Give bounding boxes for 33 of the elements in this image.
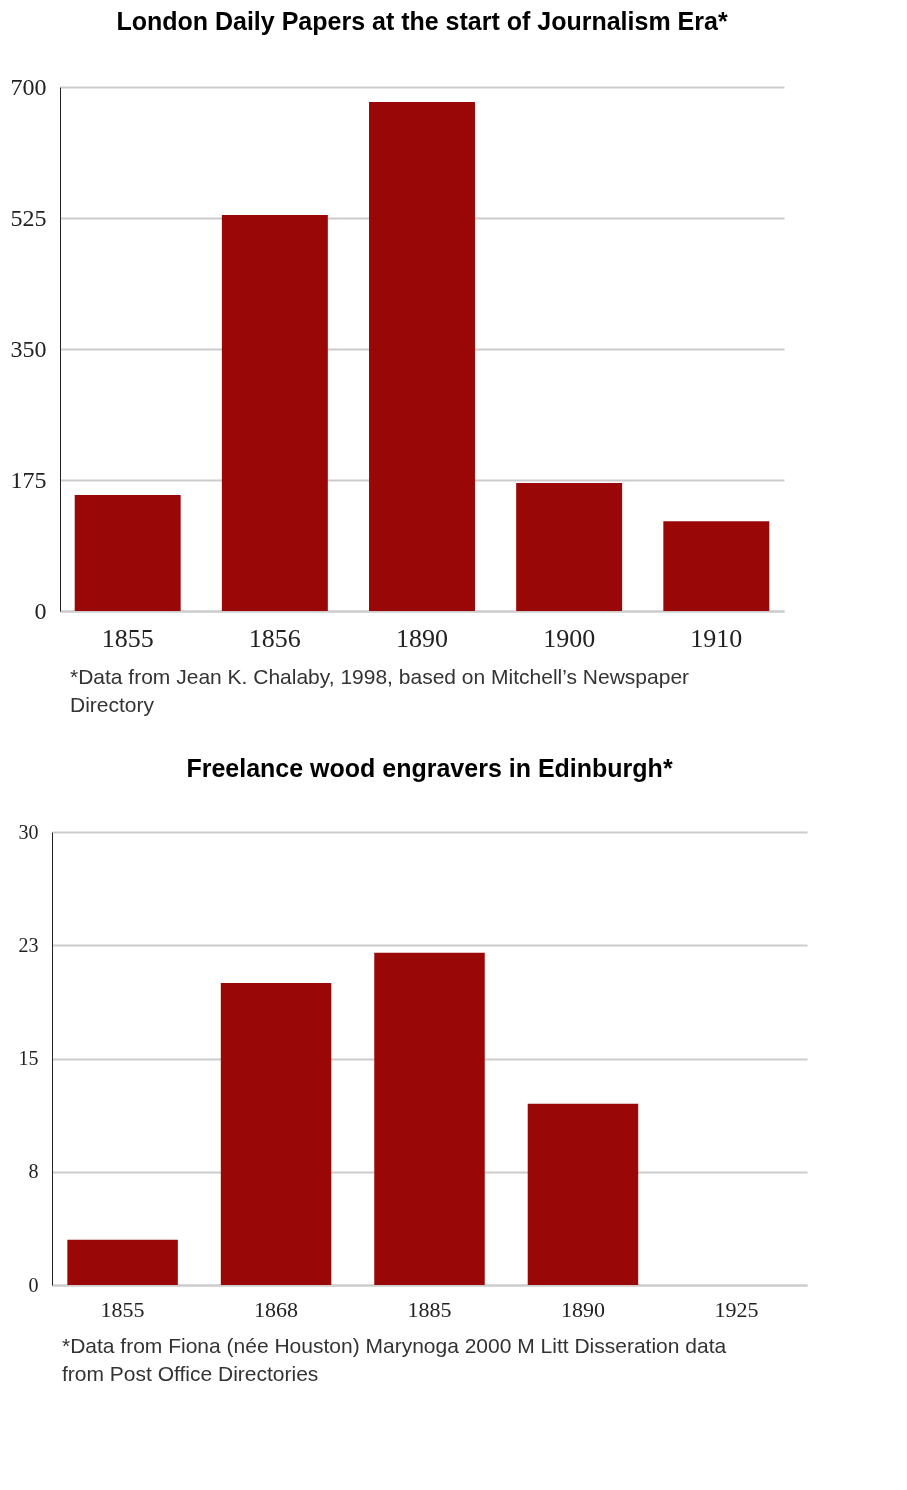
bar (516, 482, 623, 611)
text: *Data from Jean K. Chalaby, 1998, based on Mitchell’s Newspaper Directory (70, 665, 690, 716)
bar (220, 983, 332, 1285)
y-tick-label: 0 (28, 1273, 39, 1296)
y-tick-label: 0 (34, 597, 47, 624)
y-tick-label: 700 (10, 73, 47, 100)
chart-title: London Daily Papers at the start of Journalism Era* (116, 7, 728, 35)
y-tick-label: 175 (10, 466, 47, 493)
y-tick-label: 15 (18, 1047, 39, 1069)
x-tick-label: 1855 (101, 623, 154, 653)
x-tick-label: 1890 (396, 623, 448, 653)
bar (221, 215, 328, 611)
chart-title: Freelance wood engravers in Edinburgh* (186, 754, 673, 782)
x-tick-label: 1856 (248, 623, 301, 653)
bar (67, 1239, 178, 1285)
x-tick-label: 1925 (714, 1296, 759, 1322)
x-tick-label: 1868 (254, 1296, 299, 1322)
y-tick-label: 8 (28, 1160, 39, 1183)
bar (663, 521, 770, 611)
y-tick-label: 23 (18, 933, 39, 956)
text: *Data from Fiona (née Houston) Marynoga 2000 M Litt Disseration data from Post Office Directories (62, 1334, 727, 1385)
x-tick-label: 1885 (407, 1296, 452, 1322)
y-tick-label: 525 (10, 204, 47, 231)
x-tick-label: 1855 (100, 1296, 145, 1322)
x-tick-label: 1910 (690, 623, 743, 653)
bar (369, 101, 475, 611)
x-tick-label: 1900 (543, 623, 596, 653)
bar (527, 1103, 639, 1285)
bar (374, 952, 485, 1285)
y-tick-label: 350 (10, 335, 47, 362)
bar (74, 494, 181, 611)
y-tick-label: 30 (18, 820, 39, 843)
x-tick-label: 1890 (560, 1296, 605, 1322)
